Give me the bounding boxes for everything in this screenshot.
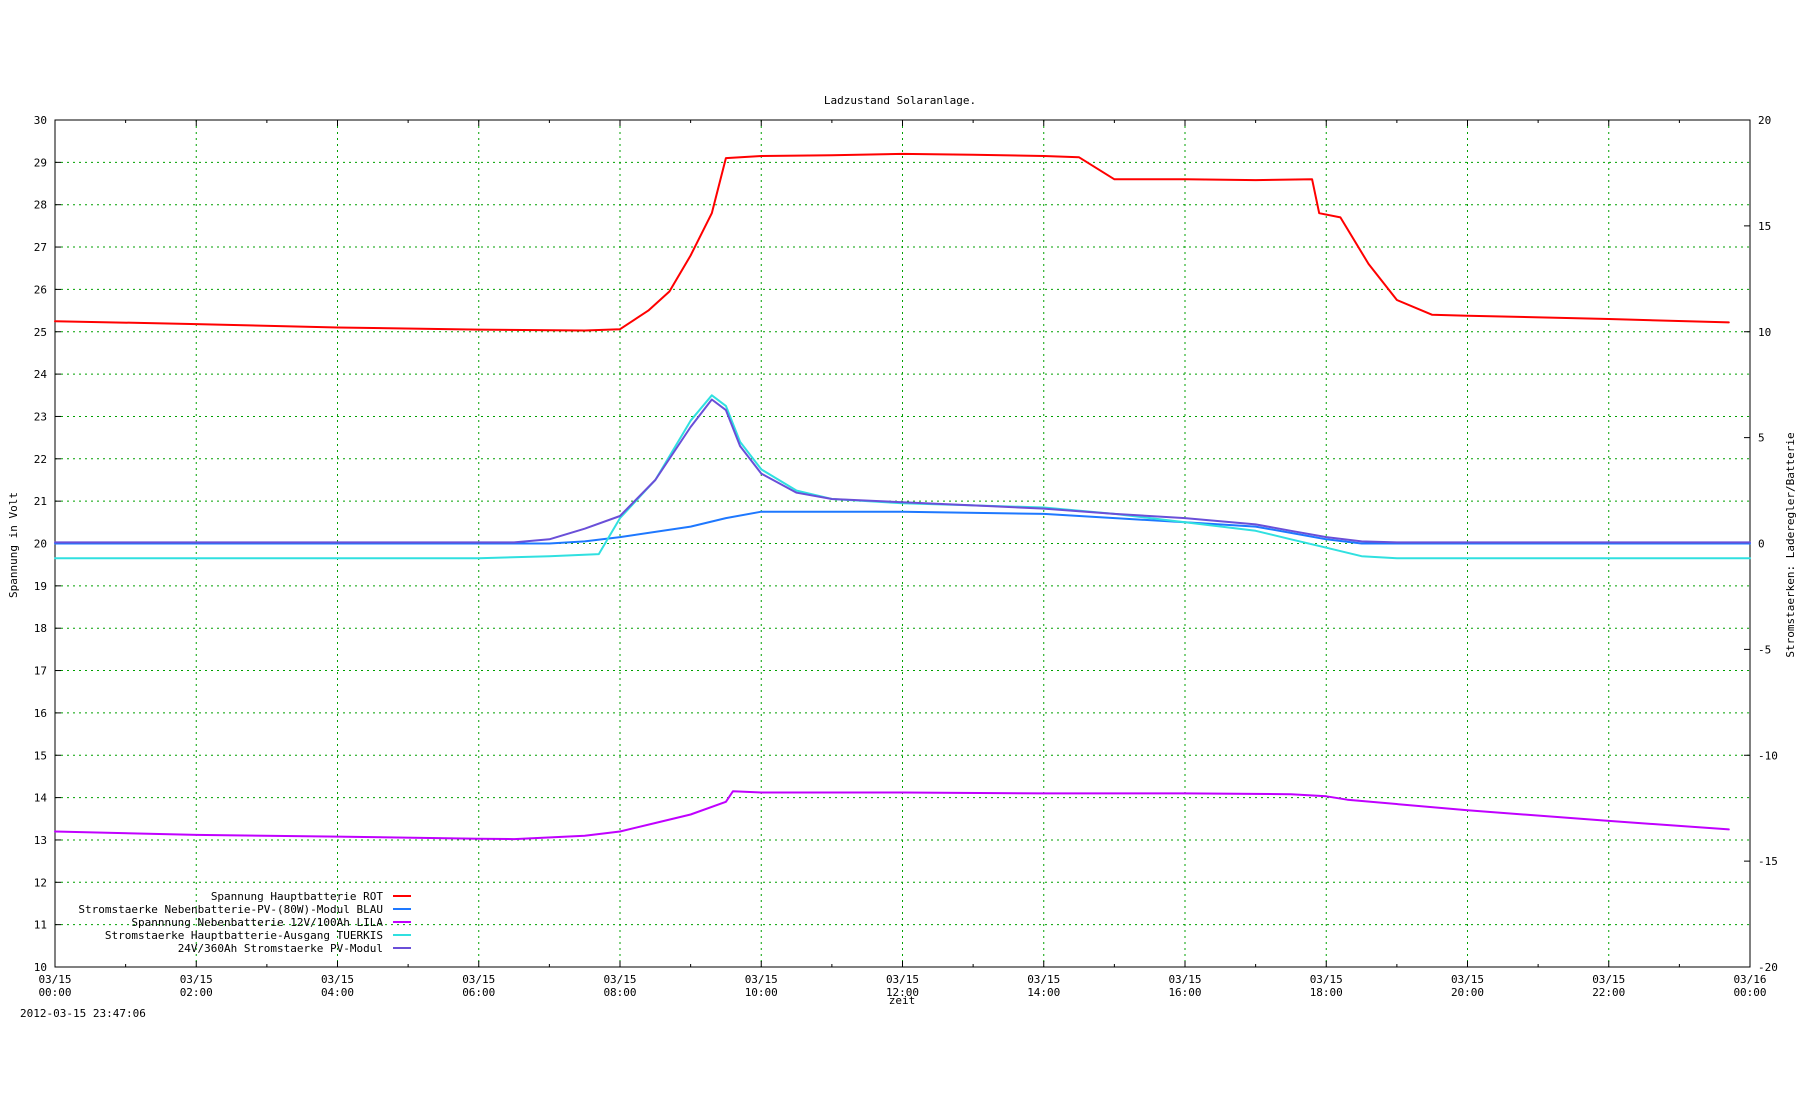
- x-tick-label-date: 03/15: [1168, 973, 1201, 986]
- y-right-tick-label: 5: [1758, 432, 1765, 445]
- y-left-tick-label: 20: [34, 538, 47, 551]
- y-left-tick-label: 10: [34, 961, 47, 974]
- y-right-tick-label: 15: [1758, 220, 1771, 233]
- y-axis-left-label: Spannung in Volt: [7, 492, 20, 598]
- y-left-tick-label: 11: [34, 919, 47, 932]
- y-left-tick-label: 29: [34, 156, 47, 169]
- y-left-tick-label: 25: [34, 326, 47, 339]
- x-tick-label-time: 00:00: [38, 986, 71, 999]
- x-tick-label-time: 14:00: [1027, 986, 1060, 999]
- y-left-tick-label: 23: [34, 410, 47, 423]
- x-tick-label-time: 20:00: [1451, 986, 1484, 999]
- y-right-tick-label: -15: [1758, 855, 1778, 868]
- series-line-spannung-hauptbatterie-rot: [54, 152, 1730, 332]
- y-right-tick-label: -10: [1758, 749, 1778, 762]
- y-right-tick-label: -20: [1758, 961, 1778, 974]
- axes: 03/1500:0003/1502:0003/1504:0003/1506:00…: [34, 114, 1778, 999]
- x-tick-label-time: 10:00: [745, 986, 778, 999]
- y-left-tick-label: 19: [34, 580, 47, 593]
- series-line-stromstaerke-hauptbatterie-ausgang-tuerkis: [54, 394, 1751, 560]
- timestamp: 2012-03-15 23:47:06: [20, 1007, 146, 1020]
- x-tick-label-time: 18:00: [1310, 986, 1343, 999]
- x-tick-label-date: 03/15: [321, 973, 354, 986]
- y-left-tick-label: 13: [34, 834, 47, 847]
- legend-label: 24V/360Ah Stromstaerke PV-Modul: [178, 942, 383, 955]
- y-left-tick-label: 15: [34, 749, 47, 762]
- y-axis-right-label: Stromstaerken: Laderegler/Batterie: [1784, 432, 1797, 657]
- x-tick-label-date: 03/15: [1451, 973, 1484, 986]
- y-left-tick-label: 24: [34, 368, 48, 381]
- series: [54, 152, 1751, 841]
- x-tick-label-time: 02:00: [180, 986, 213, 999]
- x-tick-label-time: 16:00: [1168, 986, 1201, 999]
- y-left-tick-label: 16: [34, 707, 47, 720]
- x-tick-label-date: 03/15: [1027, 973, 1060, 986]
- x-tick-label-time: 04:00: [321, 986, 354, 999]
- x-tick-label-date: 03/16: [1733, 973, 1766, 986]
- x-tick-label-time: 06:00: [462, 986, 495, 999]
- y-left-tick-label: 12: [34, 876, 47, 889]
- series-line-stromstaerke-nebenbatterie-pv-80w-modul-blau: [54, 510, 1751, 545]
- y-left-tick-label: 27: [34, 241, 47, 254]
- x-axis-label: zeit: [889, 994, 916, 1007]
- x-tick-label-date: 03/15: [745, 973, 778, 986]
- legend-label: Spannnung Nebenbatterie 12V/100Ah LILA: [131, 916, 383, 929]
- x-tick-label-date: 03/15: [886, 973, 919, 986]
- y-left-tick-label: 18: [34, 622, 47, 635]
- x-tick-label-time: 22:00: [1592, 986, 1625, 999]
- legend-label: Spannung Hauptbatterie ROT: [211, 890, 384, 903]
- series-line-24v-360ah-stromstaerke-pv-modul: [54, 398, 1751, 544]
- x-tick-label-date: 03/15: [603, 973, 636, 986]
- y-left-tick-label: 28: [34, 199, 47, 212]
- y-left-tick-label: 17: [34, 665, 47, 678]
- x-tick-label-time: 08:00: [603, 986, 636, 999]
- grid: [55, 120, 1750, 967]
- y-right-tick-label: 0: [1758, 538, 1765, 551]
- x-tick-label-date: 03/15: [180, 973, 213, 986]
- x-tick-label-date: 03/15: [1592, 973, 1625, 986]
- y-left-tick-label: 26: [34, 283, 47, 296]
- y-right-tick-label: -5: [1758, 643, 1771, 656]
- legend-label: Stromstaerke Hauptbatterie-Ausgang TUERK…: [105, 929, 383, 942]
- y-right-tick-label: 20: [1758, 114, 1771, 127]
- x-tick-label-date: 03/15: [38, 973, 71, 986]
- chart-title: Ladzustand Solaranlage.: [824, 94, 976, 107]
- y-left-tick-label: 30: [34, 114, 47, 127]
- y-right-tick-label: 10: [1758, 326, 1771, 339]
- y-left-tick-label: 14: [34, 792, 48, 805]
- x-tick-label-date: 03/15: [1310, 973, 1343, 986]
- x-tick-label-time: 00:00: [1733, 986, 1766, 999]
- series-line-spannnung-nebenbatterie-12v-100ah-lila: [54, 790, 1730, 841]
- x-tick-label-date: 03/15: [462, 973, 495, 986]
- x-tick-label-time: 12:00: [886, 986, 919, 999]
- y-left-tick-label: 21: [34, 495, 47, 508]
- y-left-tick-label: 22: [34, 453, 47, 466]
- legend-label: Stromstaerke Nebenbatterie-PV-(80W)-Modu…: [78, 903, 383, 916]
